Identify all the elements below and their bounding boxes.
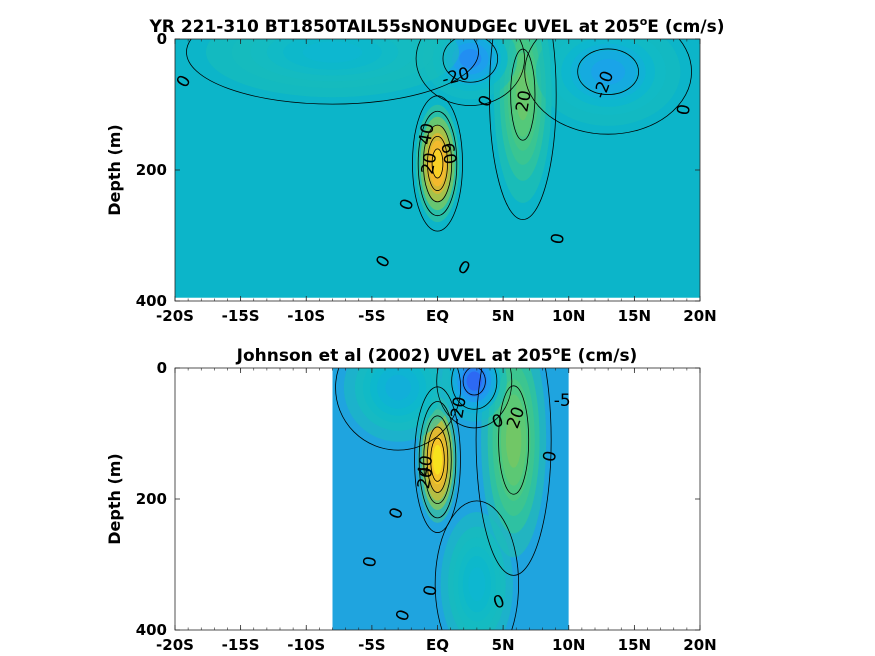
x-tick-label: 10N — [552, 636, 585, 654]
contour-line-zero-0 — [414, 386, 461, 533]
x-ticks-top: -20S -15S -10S -5S EQ 5N 10N 15N 20N — [156, 39, 717, 325]
contour-line-0-80 — [431, 148, 444, 179]
x-tick-label: 5N — [492, 307, 515, 325]
contour-line-2-40 — [462, 368, 486, 396]
contour-line-2-20 — [442, 39, 499, 83]
y-tick-label: 0 — [157, 30, 167, 48]
contour-line-0-40 — [423, 415, 452, 504]
x-ticks-bottom: -20S -15S -10S -5S EQ 5N 10N 15N 20N — [156, 368, 717, 654]
x-tick-label: -15S — [222, 307, 260, 325]
contour-line-zero-4 — [186, 39, 479, 105]
contour-label-9: 0 — [420, 584, 442, 598]
contour-line-zero-4 — [434, 500, 519, 630]
y-tick-label: 200 — [136, 490, 167, 508]
no-data-mask-left — [175, 368, 333, 630]
contour-line-0-40 — [422, 124, 453, 203]
x-tick-label: 20N — [683, 307, 716, 325]
contour-lines-bottom — [335, 368, 552, 630]
contour-line-1-20 — [510, 48, 536, 141]
contour-line-zero-1 — [475, 368, 552, 576]
contour-label-5: 40 — [414, 454, 437, 479]
feature-2-level-5 — [466, 371, 482, 391]
contour-line-zero-2 — [415, 39, 525, 106]
no-data-mask-right — [568, 368, 700, 630]
x-tick-label: -5S — [358, 307, 385, 325]
feature-3-level-5 — [385, 374, 411, 401]
contour-line-0-20 — [418, 401, 457, 519]
feature-0-level-5 — [432, 149, 443, 178]
title-bottom: Johnson et al (2002) UVEL at 205oE (cm/s… — [236, 344, 638, 366]
title-bottom-sup: o — [553, 344, 561, 357]
contour-line-3-20 — [577, 48, 639, 95]
y-axis-label-bottom: Depth (m) — [105, 453, 124, 545]
contour-line-zero-1 — [489, 39, 557, 220]
x-tick-label: 20N — [683, 636, 716, 654]
feature-3-level-5 — [591, 58, 626, 85]
x-tick-label: -15S — [222, 636, 260, 654]
contour-line-zero-3 — [524, 39, 692, 135]
contour-line-0-60 — [426, 426, 449, 493]
y-tick-label: 400 — [136, 292, 167, 310]
x-tick-label: 10N — [552, 307, 585, 325]
contour-lines-top — [186, 39, 692, 232]
heatmap-bottom — [175, 368, 700, 630]
x-tick-label: -20S — [156, 636, 194, 654]
feature-1-level-5 — [505, 412, 522, 468]
contour-label-0: -20 — [446, 395, 471, 426]
y-axis-label-top: Depth (m) — [105, 124, 124, 216]
x-tick-label: EQ — [426, 636, 449, 654]
heatmap-top — [175, 39, 700, 298]
contour-label-6: 40 — [415, 122, 438, 147]
feature-2-level-5 — [459, 49, 482, 69]
contour-line-zero-2 — [436, 368, 513, 429]
contour-line-0-60 — [427, 135, 448, 191]
contour-label-10: 0 — [547, 232, 569, 246]
contour-label-3: 20 — [512, 89, 535, 114]
x-tick-label: -10S — [287, 307, 325, 325]
x-tick-label: -10S — [287, 636, 325, 654]
title-bottom-suffix: E (cm/s) — [560, 346, 637, 366]
panel-top: YR 221-310 BT1850TAIL55sNONUDGEc UVEL at… — [105, 15, 725, 325]
x-tick-label: -20S — [156, 307, 194, 325]
title-top: YR 221-310 BT1850TAIL55sNONUDGEc UVEL at… — [149, 15, 725, 37]
y-tick-label: 0 — [157, 359, 167, 377]
contour-line-0-80 — [430, 437, 445, 482]
panel-bottom: Johnson et al (2002) UVEL at 205oE (cm/s… — [105, 344, 717, 654]
feature-4-level-5 — [302, 41, 363, 63]
x-tick-label: 15N — [618, 307, 651, 325]
contour-label-3: -5 — [554, 391, 571, 411]
title-top-main: YR 221-310 BT1850TAIL55sNONUDGEc UVEL at… — [149, 17, 640, 37]
contour-line-2-20 — [451, 368, 498, 410]
contour-label-6: 20 — [414, 466, 437, 491]
feature-1-level-5 — [515, 69, 530, 121]
contour-line-zero-3 — [335, 368, 462, 451]
x-tick-label: 15N — [618, 636, 651, 654]
contour-label-5: 0 — [673, 103, 695, 117]
contour-line-1-20 — [498, 385, 530, 495]
title-bottom-main: Johnson et al (2002) UVEL at 205 — [236, 346, 553, 366]
y-tick-label: 200 — [136, 161, 167, 179]
x-tick-label: -5S — [358, 636, 385, 654]
title-top-sup: o — [640, 15, 648, 28]
feature-0-level-5 — [432, 444, 443, 475]
contour-line-0-20 — [417, 110, 458, 217]
feature-4-level-5 — [468, 567, 486, 602]
x-tick-label: EQ — [426, 307, 449, 325]
contour-label-8: 0 — [360, 555, 382, 569]
contour-label-8: 20 — [418, 151, 441, 176]
contour-label-7: 60 — [436, 141, 459, 166]
title-top-suffix: E (cm/s) — [647, 17, 724, 37]
contour-label-4: 0 — [540, 449, 562, 463]
y-tick-label: 400 — [136, 621, 167, 639]
x-tick-label: 5N — [492, 636, 515, 654]
